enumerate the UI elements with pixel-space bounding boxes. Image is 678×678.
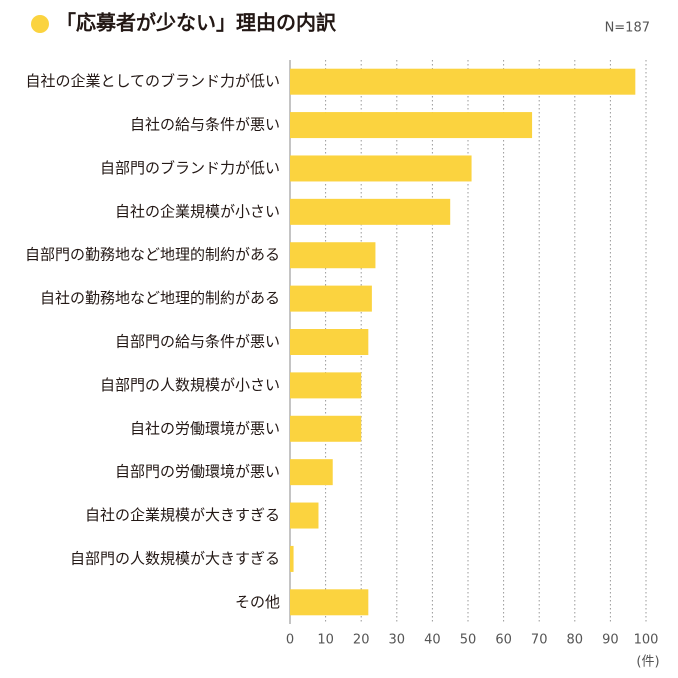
y-tick-label: 自社の企業としてのブランド力が低い xyxy=(25,72,280,90)
bar xyxy=(290,112,533,139)
x-tick-label: 0 xyxy=(286,633,294,648)
y-tick-label: 自社の給与条件が悪い xyxy=(130,116,280,134)
y-tick-label: 自社の労働環境が悪い xyxy=(130,419,280,437)
y-tick-label: 自部門の給与条件が悪い xyxy=(115,333,280,351)
x-tick-label: 90 xyxy=(602,633,619,648)
sample-note: N=187 xyxy=(605,21,650,36)
x-tick-label: 10 xyxy=(317,633,334,648)
y-tick-label: 自部門の勤務地など地理的制約がある xyxy=(25,246,280,264)
bar xyxy=(290,372,362,399)
x-tick-label: 80 xyxy=(567,633,584,648)
bar xyxy=(290,155,472,182)
x-tick-label: 40 xyxy=(424,633,441,648)
title-dot xyxy=(31,15,49,33)
y-tick-label: 自社の企業規模が小さい xyxy=(115,202,280,220)
x-tick-label: 60 xyxy=(495,633,512,648)
y-tick-label: 自部門のブランド力が低い xyxy=(100,159,280,177)
chart-title: 「応募者が少ない」理由の内訳 xyxy=(56,11,337,35)
x-tick-label: 20 xyxy=(353,633,370,648)
y-tick-label: 自社の企業規模が大きすぎる xyxy=(85,506,280,524)
x-tick-label: 70 xyxy=(531,633,548,648)
bar xyxy=(290,329,369,355)
x-unit: (件) xyxy=(636,655,659,670)
bar xyxy=(290,545,294,572)
bar xyxy=(290,68,636,95)
bar xyxy=(290,589,369,616)
bar xyxy=(290,242,376,269)
y-tick-label: 自部門の人数規模が小さい xyxy=(100,376,280,394)
y-tick-label: 自社の勤務地など地理的制約がある xyxy=(40,289,280,307)
y-tick-label: その他 xyxy=(235,593,280,611)
bar xyxy=(290,198,451,225)
bar xyxy=(290,502,319,529)
x-tick-label: 100 xyxy=(634,633,659,648)
bar xyxy=(290,459,333,486)
y-tick-label: 自部門の労働環境が悪い xyxy=(115,463,280,481)
y-tick-label: 自部門の人数規模が大きすぎる xyxy=(70,549,280,567)
bar xyxy=(290,285,372,312)
x-tick-label: 50 xyxy=(460,633,477,648)
bar xyxy=(290,415,362,442)
x-tick-label: 30 xyxy=(389,633,406,648)
